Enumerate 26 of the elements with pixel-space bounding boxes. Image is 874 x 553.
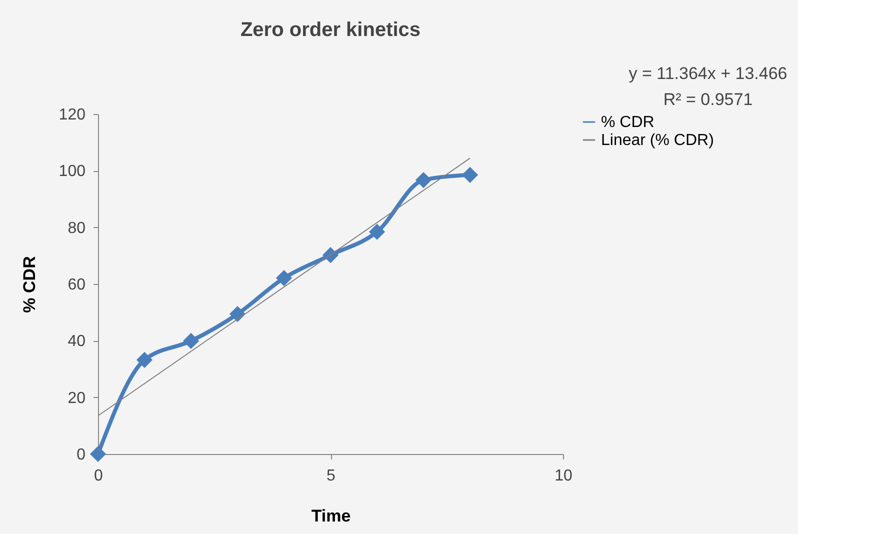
chart-title: Zero order kinetics xyxy=(240,19,421,41)
y-tick-label: 40 xyxy=(68,333,86,350)
y-tick-label: 0 xyxy=(76,446,86,464)
point xyxy=(90,446,106,462)
point xyxy=(229,306,246,322)
point xyxy=(276,270,292,286)
point xyxy=(182,332,200,350)
y-axis-title: % CDR xyxy=(20,256,39,313)
legend-label: % CDR xyxy=(601,114,654,131)
x-tick-label: 0 xyxy=(94,468,104,484)
x-axis-title: Time xyxy=(311,506,351,526)
point xyxy=(415,172,432,188)
x-tick-label: 10 xyxy=(554,468,572,484)
y-tick-label: 60 xyxy=(68,276,86,294)
text: R² = 0.9571 xyxy=(663,90,753,109)
point xyxy=(322,247,339,264)
y-tick-label: 20 xyxy=(68,390,86,407)
y-tick-label: 80 xyxy=(68,220,86,237)
point xyxy=(368,224,386,240)
point xyxy=(136,352,153,368)
legend-label: Linear (% CDR) xyxy=(601,132,714,149)
text: y = 11.364x + 13.466 xyxy=(628,64,788,83)
y-tick-label: 100 xyxy=(58,163,86,180)
x-tick-label: 5 xyxy=(326,468,336,484)
y-tick-label: 120 xyxy=(58,106,86,124)
point xyxy=(462,166,478,183)
